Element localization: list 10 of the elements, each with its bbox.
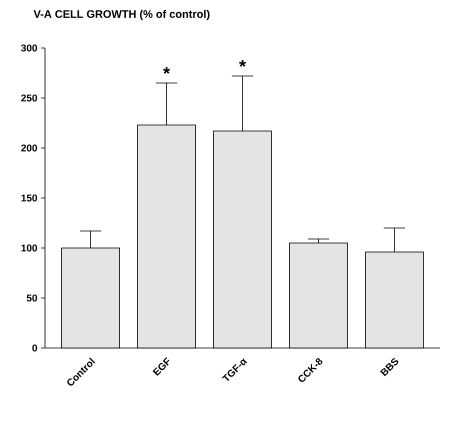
y-tick-label: 100	[21, 244, 38, 252]
y-tick-label: 150	[21, 194, 38, 202]
annotation: *	[163, 67, 170, 74]
y-tick-label: 300	[21, 44, 38, 52]
y-tick-label: 0	[32, 344, 38, 352]
chart-title: V-A CELL GROWTH (% of control)	[34, 10, 210, 20]
y-tick-label: 250	[21, 94, 38, 102]
annotation: *	[239, 60, 246, 67]
y-tick-label: 50	[26, 294, 38, 302]
y-tick-label: 200	[21, 144, 38, 152]
